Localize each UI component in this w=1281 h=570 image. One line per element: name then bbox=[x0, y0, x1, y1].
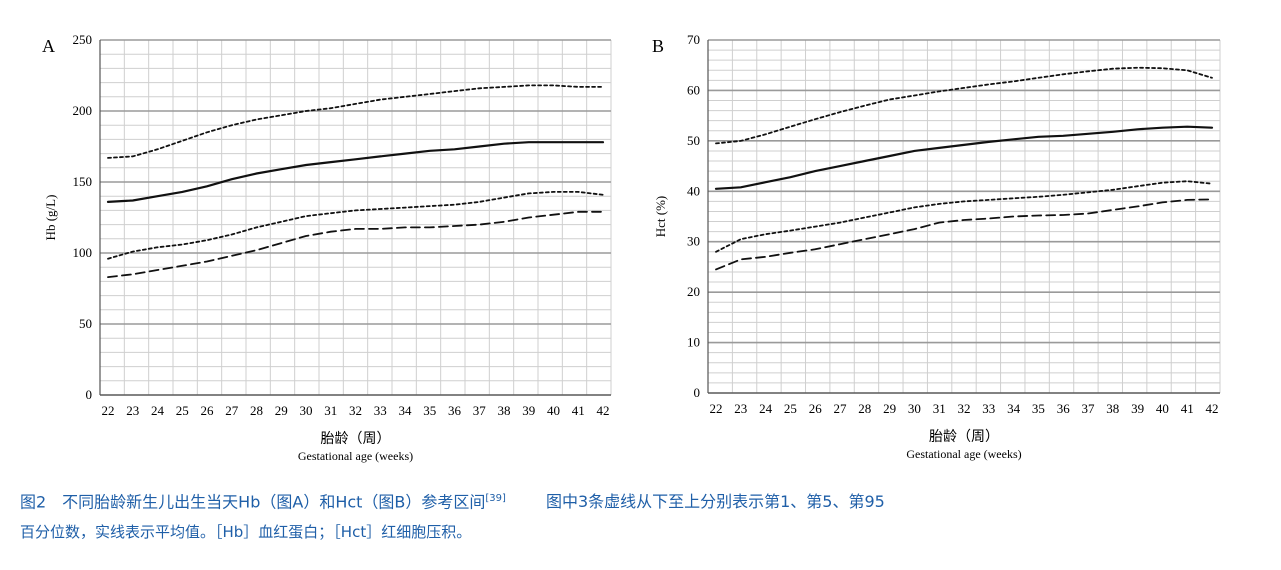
panel-a-x-tick-label: 39 bbox=[522, 403, 535, 418]
panel-b-x-tick-label: 27 bbox=[834, 401, 848, 416]
panel-a-x-tick-label: 35 bbox=[423, 403, 436, 418]
panel-b-series-2-solid bbox=[714, 125, 1214, 190]
panel-a-label: A bbox=[42, 36, 55, 56]
panel-a-y-tick-label: 250 bbox=[73, 32, 93, 47]
panel-a-y-tick-label: 200 bbox=[73, 103, 93, 118]
panel-a-y-tick-label: 0 bbox=[86, 387, 93, 402]
panel-b-x-tick-label: 26 bbox=[809, 401, 823, 416]
panel-b-x-tick-label: 39 bbox=[1131, 401, 1144, 416]
panel-a-x-tick-label: 40 bbox=[547, 403, 560, 418]
panel-b-x-tick-label: 33 bbox=[982, 401, 995, 416]
panel-b-x-tick-label: 23 bbox=[734, 401, 747, 416]
panel-a-x-tick-label: 42 bbox=[597, 403, 610, 418]
panel-b-series-1-dotted bbox=[715, 66, 1213, 145]
panel-a-x-tick-label: 32 bbox=[349, 403, 362, 418]
panel-a-series-2-solid bbox=[106, 141, 605, 203]
panel-a-x-tick-label: 26 bbox=[201, 403, 215, 418]
panel-a-y-tick-label: 50 bbox=[79, 316, 92, 331]
panel-b-label: B bbox=[652, 36, 664, 56]
panel-a-x-tick-label: 27 bbox=[225, 403, 239, 418]
panel-b-y-tick-label: 10 bbox=[687, 335, 700, 350]
panel-b-y-tick-label: 50 bbox=[687, 133, 700, 148]
panel-b-x-axis-label-en: Gestational age (weeks) bbox=[906, 447, 1021, 461]
panel-a-x-tick-label: 29 bbox=[275, 403, 288, 418]
panel-b-y-tick-label: 30 bbox=[687, 234, 700, 249]
panel-b-x-tick-label: 38 bbox=[1106, 401, 1119, 416]
panel-b-x-tick-label: 24 bbox=[759, 401, 773, 416]
panel-b-x-tick-label: 29 bbox=[883, 401, 896, 416]
panel-a-x-tick-label: 41 bbox=[572, 403, 585, 418]
panel-a-x-tick-label: 28 bbox=[250, 403, 263, 418]
panel-a-x-tick-label: 25 bbox=[176, 403, 189, 418]
panel-a-x-tick-label: 24 bbox=[151, 403, 165, 418]
panel-a-x-tick-label: 31 bbox=[324, 403, 337, 418]
panel-b-series-3-dotted bbox=[715, 180, 1213, 253]
panel-a-y-tick-label: 100 bbox=[73, 245, 93, 260]
figure-caption: 图2 不同胎龄新生儿出生当天Hb（图A）和Hct（图B）参考区间[39] 图中3条… bbox=[20, 485, 1265, 516]
panel-a-x-tick-label: 34 bbox=[399, 403, 413, 418]
panel-b-y-tick-label: 20 bbox=[687, 284, 700, 299]
panel-a-x-tick-label: 23 bbox=[126, 403, 139, 418]
panel-a-x-tick-label: 37 bbox=[473, 403, 487, 418]
panel-b-x-axis-label-cn: 胎龄（周） bbox=[929, 429, 999, 445]
panel-b-y-tick-label: 70 bbox=[687, 32, 700, 47]
panel-b-y-axis-label: Hct (%) bbox=[653, 196, 668, 238]
panel-a-series-3-dotted bbox=[107, 191, 604, 260]
panel-b-x-tick-label: 34 bbox=[1007, 401, 1021, 416]
panel-b-x-tick-label: 22 bbox=[710, 401, 723, 416]
panel-a-x-tick-label: 22 bbox=[102, 403, 115, 418]
panel-b-x-tick-label: 41 bbox=[1181, 401, 1194, 416]
panel-a-x-tick-label: 30 bbox=[300, 403, 313, 418]
panel-a-series-4-dashed bbox=[107, 210, 604, 278]
panel-b-x-tick-label: 37 bbox=[1082, 401, 1096, 416]
panel-b-y-tick-label: 60 bbox=[687, 82, 700, 97]
panel-a-x-tick-label: 36 bbox=[448, 403, 462, 418]
caption-title: 图2 不同胎龄新生儿出生当天Hb（图A）和Hct（图B）参考区间 bbox=[20, 492, 486, 512]
panel-b-x-tick-label: 42 bbox=[1206, 401, 1219, 416]
panel-b-x-tick-label: 32 bbox=[958, 401, 971, 416]
caption-reference: [39] bbox=[485, 493, 506, 504]
panel-b-x-tick-label: 25 bbox=[784, 401, 797, 416]
caption-line-2: 百分位数，实线表示平均值。［Hb］血红蛋白；［Hct］红细胞压积。 bbox=[20, 523, 472, 541]
panel-b-y-tick-label: 40 bbox=[687, 183, 700, 198]
panel-a-x-axis-label-cn: 胎龄（周） bbox=[321, 431, 391, 447]
caption-note: 图中3条虚线从下至上分别表示第1、第5、第95 bbox=[545, 492, 885, 512]
panel-a-x-axis-label-en: Gestational age (weeks) bbox=[298, 449, 413, 463]
panel-b-x-tick-label: 40 bbox=[1156, 401, 1169, 416]
panel-a-y-axis-label: Hb (g/L) bbox=[43, 195, 58, 241]
panel-b-x-tick-label: 35 bbox=[1032, 401, 1045, 416]
panel-a-series-1-dotted bbox=[107, 84, 604, 159]
panel-b-x-tick-label: 31 bbox=[933, 401, 946, 416]
panel-a-y-tick-label: 150 bbox=[73, 174, 93, 189]
panel-b-series-4-dashed bbox=[715, 198, 1213, 271]
panel-b-y-tick-label: 0 bbox=[694, 385, 701, 400]
panel-b-x-tick-label: 30 bbox=[908, 401, 921, 416]
panel-b-x-tick-label: 36 bbox=[1057, 401, 1071, 416]
panel-a-x-tick-label: 33 bbox=[374, 403, 387, 418]
panel-a-x-tick-label: 38 bbox=[498, 403, 511, 418]
panel-b-x-tick-label: 28 bbox=[858, 401, 871, 416]
